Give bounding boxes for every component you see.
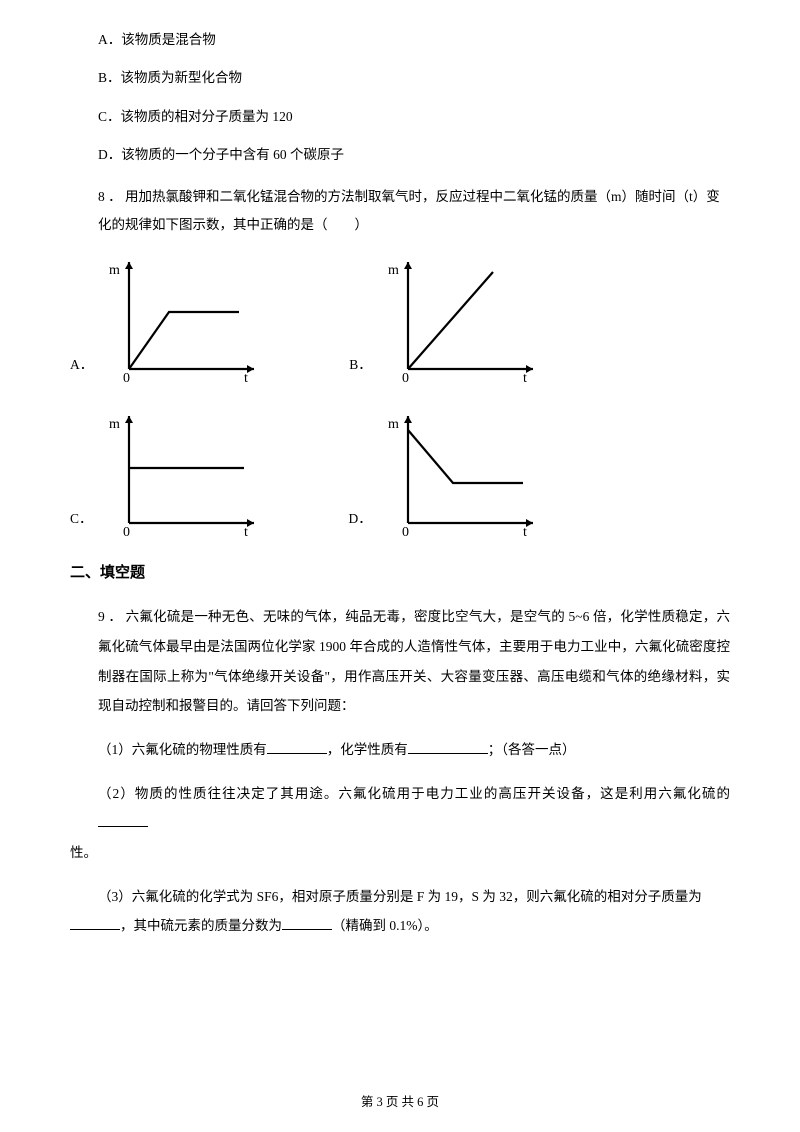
chart-d-label: D． [349,509,372,537]
svg-text:0: 0 [123,371,130,384]
svg-text:t: t [523,371,527,384]
q9-p3: （3）六氟化硫的化学式为 SF6，相对原子质量分别是 F 为 19，S 为 32… [70,882,730,941]
section-heading: 二、填空题 [70,562,730,585]
question-8: 8 ． 用加热氯酸钾和二氧化锰混合物的方法制取氧气时，反应过程中二氧化锰的质量（… [70,183,730,240]
svg-text:t: t [523,525,527,538]
blank-2 [408,740,488,754]
q9-p3a: （3）六氟化硫的化学式为 SF6，相对原子质量分别是 F 为 19，S 为 32… [98,889,702,904]
svg-text:0: 0 [402,371,409,384]
chart-c-label: C． [70,509,93,537]
q9-p3b: ，其中硫元素的质量分数为 [120,918,282,933]
option-d-text: D．该物质的一个分子中含有 60 个碳原子 [98,147,344,162]
blank-1 [267,740,327,754]
svg-text:t: t [244,525,248,538]
q9-p1a: （1）六氟化硫的物理性质有 [98,742,267,757]
charts-row-1: A． m 0 t B． m 0 t [70,254,730,384]
chart-c-svg: m 0 t [99,408,259,538]
svg-text:0: 0 [123,525,130,538]
q9-p2: （2）物质的性质往往决定了其用途。六氟化硫用于电力工业的高压开关设备，这是利用六… [70,779,730,868]
option-b-text: B．该物质为新型化合物 [98,70,242,85]
q9-p1c: ；（各答一点） [488,742,576,757]
q9-p3c: （精确到 0.1%）。 [332,918,438,933]
chart-b-label: B． [349,355,372,383]
footer-text: 第 3 页 共 6 页 [361,1095,439,1109]
chart-b-svg: m 0 t [378,254,538,384]
q9-p1b: ，化学性质有 [327,742,408,757]
option-a: A．该物质是混合物 [70,30,730,50]
footer: 第 3 页 共 6 页 [0,1093,800,1112]
q9-intro: 9 ． 六氟化硫是一种无色、无味的气体，纯品无毒，密度比空气大，是空气的 5~6… [70,602,730,721]
svg-text:m: m [109,417,120,432]
q9-p2b: 性。 [70,845,97,860]
chart-d-svg: m 0 t [378,408,538,538]
chart-a-svg: m 0 t [99,254,259,384]
charts-row-2: C． m 0 t D． m 0 t [70,408,730,538]
q9-intro-text: 9 ． 六氟化硫是一种无色、无味的气体，纯品无毒，密度比空气大，是空气的 5~6… [98,609,730,713]
chart-b: B． m 0 t [349,254,538,384]
option-c-text: C．该物质的相对分子质量为 120 [98,109,293,124]
chart-a-label: A． [70,355,93,383]
svg-text:m: m [109,263,120,278]
svg-text:m: m [388,417,399,432]
option-a-text: A．该物质是混合物 [98,32,216,47]
blank-4 [70,917,120,931]
svg-text:m: m [388,263,399,278]
option-b: B．该物质为新型化合物 [70,68,730,88]
q9-p2a: （2）物质的性质往往决定了其用途。六氟化硫用于电力工业的高压开关设备，这是利用六… [98,786,730,801]
q9-p1: （1）六氟化硫的物理性质有 ，化学性质有 ；（各答一点） [70,735,730,765]
svg-text:0: 0 [402,525,409,538]
blank-5 [282,917,332,931]
section-heading-text: 二、填空题 [70,565,145,581]
q8-text: 8 ． 用加热氯酸钾和二氧化锰混合物的方法制取氧气时，反应过程中二氧化锰的质量（… [98,189,720,232]
chart-d: D． m 0 t [349,408,538,538]
option-d: D．该物质的一个分子中含有 60 个碳原子 [70,145,730,165]
chart-a: A． m 0 t [70,254,259,384]
chart-c: C． m 0 t [70,408,259,538]
svg-text:t: t [244,371,248,384]
option-c: C．该物质的相对分子质量为 120 [70,107,730,127]
blank-3 [98,814,148,828]
